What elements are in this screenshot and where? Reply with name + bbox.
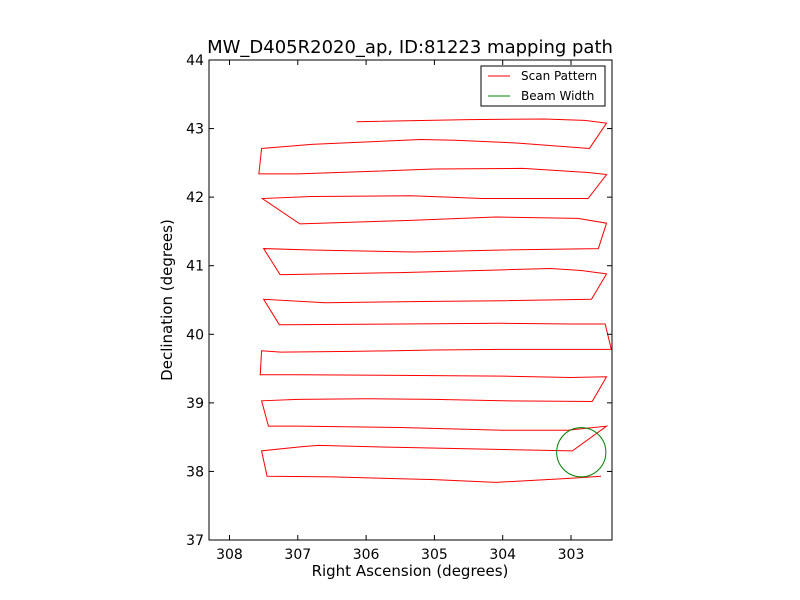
- y-tick-label: 43: [186, 122, 204, 138]
- scan-pattern-line: [258, 118, 612, 483]
- y-axis-label: Declination (degrees): [158, 219, 176, 381]
- legend-beam-width-label: Beam Width: [521, 89, 594, 103]
- y-tick-label: 38: [186, 464, 204, 480]
- axes-frame: [208, 59, 613, 541]
- legend: Scan Pattern Beam Width: [480, 65, 606, 107]
- legend-scan-pattern-label: Scan Pattern: [521, 69, 597, 83]
- x-tick-label: 305: [421, 547, 448, 563]
- y-tick-label: 40: [186, 327, 204, 343]
- x-axis-label: Right Ascension (degrees): [312, 562, 509, 580]
- y-tick-label: 42: [186, 190, 204, 206]
- y-tick-label: 37: [186, 533, 204, 549]
- y-tick-label: 44: [186, 53, 204, 69]
- axis-ticks: 308 307 306 305 304 303 37 38 39 40 41 42 43 44: [186, 53, 612, 563]
- chart-title: MW_D405R2020_ap, ID:81223 mapping path: [207, 37, 613, 58]
- x-tick-label: 307: [284, 547, 311, 563]
- beam-width-circle: [556, 427, 607, 478]
- x-tick-label: 306: [353, 547, 380, 563]
- plot-area: [258, 118, 612, 483]
- y-tick-label: 39: [186, 396, 204, 412]
- y-tick-label: 41: [186, 259, 204, 275]
- x-tick-label: 304: [489, 547, 516, 563]
- x-tick-label: 308: [216, 547, 243, 563]
- x-tick-label: 303: [558, 547, 585, 563]
- legend-box: [480, 65, 606, 107]
